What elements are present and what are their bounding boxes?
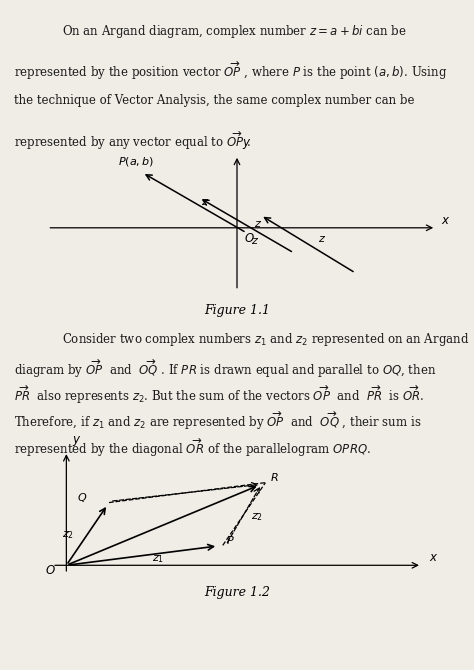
Text: represented by the position vector $\overrightarrow{OP}$ , where $P$ is the poin: represented by the position vector $\ove… bbox=[14, 60, 447, 82]
Text: Consider two complex numbers $z_1$ and $z_2$ represented on an Argand: Consider two complex numbers $z_1$ and $… bbox=[62, 331, 469, 348]
Text: $x$: $x$ bbox=[429, 551, 438, 564]
Text: Therefore, if $z_1$ and $z_2$ are represented by $\overrightarrow{OP}$  and  $\o: Therefore, if $z_1$ and $z_2$ are repres… bbox=[14, 410, 422, 432]
Text: represented by any vector equal to $\overrightarrow{OP}$ .: represented by any vector equal to $\ove… bbox=[14, 129, 251, 152]
Text: $O$: $O$ bbox=[45, 564, 56, 577]
Text: Figure 1.1: Figure 1.1 bbox=[204, 304, 270, 318]
Text: $O$: $O$ bbox=[244, 232, 255, 245]
Text: $\overrightarrow{PR}$  also represents $z_2$. But the sum of the vectors $\overr: $\overrightarrow{PR}$ also represents $z… bbox=[14, 383, 425, 406]
Text: $z_1$: $z_1$ bbox=[152, 553, 164, 565]
Text: $R$: $R$ bbox=[270, 470, 279, 482]
Text: On an Argand diagram, complex number $z = a + bi$ can be: On an Argand diagram, complex number $z … bbox=[62, 23, 406, 40]
Text: the technique of Vector Analysis, the same complex number can be: the technique of Vector Analysis, the sa… bbox=[14, 94, 415, 107]
Text: $Q$: $Q$ bbox=[77, 491, 87, 504]
Text: $z_2$: $z_2$ bbox=[251, 512, 263, 523]
Text: Figure 1.2: Figure 1.2 bbox=[204, 586, 270, 599]
Text: $y$: $y$ bbox=[72, 434, 82, 448]
Text: $z$: $z$ bbox=[251, 236, 259, 246]
Text: $y$: $y$ bbox=[242, 137, 251, 151]
Text: $P(a, b)$: $P(a, b)$ bbox=[118, 155, 155, 168]
Text: $z$: $z$ bbox=[201, 197, 210, 207]
Text: $P$: $P$ bbox=[226, 534, 235, 546]
Text: $z_2$: $z_2$ bbox=[62, 529, 74, 541]
Text: $z$: $z$ bbox=[318, 234, 326, 244]
Text: $x$: $x$ bbox=[441, 214, 450, 226]
Text: diagram by $\overrightarrow{OP}$  and  $\overrightarrow{OQ}$ . If $PR$ is drawn : diagram by $\overrightarrow{OP}$ and $\o… bbox=[14, 357, 437, 380]
Text: represented by the diagonal $\overrightarrow{OR}$ of the parallelogram $OPRQ$.: represented by the diagonal $\overrighta… bbox=[14, 436, 371, 458]
Text: $z$: $z$ bbox=[254, 218, 262, 228]
